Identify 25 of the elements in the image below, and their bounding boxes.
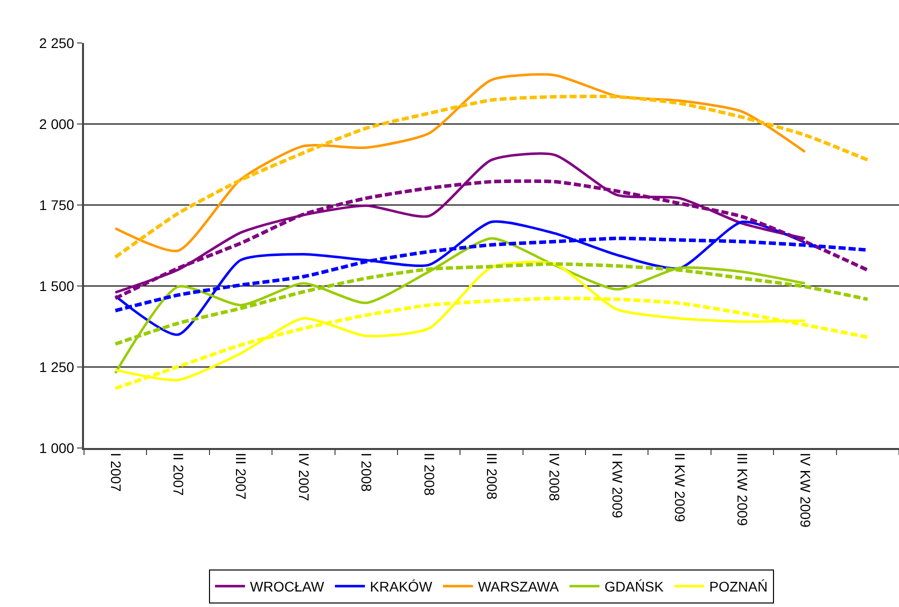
y-tick-label: 2 250: [39, 34, 74, 51]
legend-label: KRAKÓW: [370, 578, 433, 595]
legend-label: WROCŁAW: [250, 578, 325, 595]
y-tick-label: 2 000: [39, 116, 74, 132]
line-series: [114, 94, 870, 259]
x-tick-label: I 2008: [358, 452, 375, 492]
y-tick-label: 1 250: [39, 358, 74, 375]
legend-label: GDAŃSK: [604, 578, 664, 595]
x-tick-label: II 2007: [170, 452, 186, 496]
x-tick-label: III 2007: [233, 452, 250, 500]
line-series: [114, 73, 806, 252]
legend-label: WARSZAWA: [478, 578, 560, 595]
x-tick-label: IV KW 2009: [797, 452, 814, 528]
x-tick-label: II KW 2009: [672, 452, 688, 522]
x-tick-label: III KW 2009: [734, 452, 751, 526]
x-tick-label: II 2008: [421, 452, 438, 496]
x-tick-label: I KW 2009: [609, 452, 626, 518]
x-tick-label: I 2007: [108, 452, 124, 492]
x-tick-label: IV 2007: [296, 452, 312, 502]
y-tick-label: 1 750: [39, 196, 74, 213]
y-tick-label: 1 000: [39, 440, 74, 456]
x-tick-label: III 2008: [484, 452, 500, 500]
legend-label: POZNAŃ: [709, 578, 768, 595]
y-tick-label: 1 500: [39, 278, 74, 294]
x-tick-label: IV 2008: [546, 452, 563, 502]
